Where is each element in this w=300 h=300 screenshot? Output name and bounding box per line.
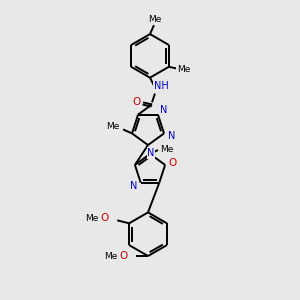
Text: Me: Me [148,15,162,24]
Text: N: N [130,181,137,190]
Text: Me: Me [106,122,120,131]
Text: Me: Me [177,65,190,74]
Text: N: N [160,105,168,115]
Text: Me: Me [85,214,98,223]
Text: NH: NH [154,81,168,91]
Text: Me: Me [160,145,173,154]
Text: O: O [100,213,109,224]
Text: Me: Me [104,251,117,260]
Text: N: N [147,148,155,158]
Text: N: N [168,131,176,141]
Text: O: O [168,158,176,168]
Text: O: O [119,251,128,261]
Text: O: O [132,98,140,107]
